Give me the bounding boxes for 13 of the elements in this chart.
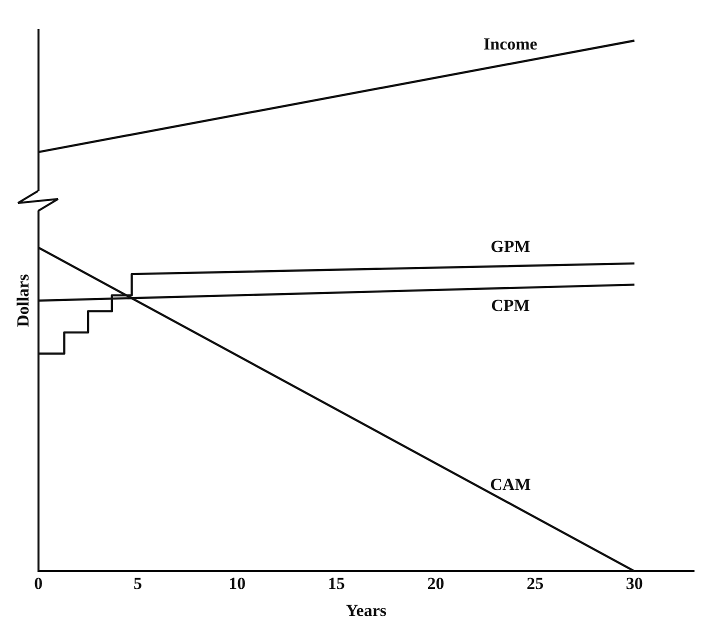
- y-axis-title: Dollars: [14, 274, 33, 328]
- series-label: Income: [484, 34, 538, 54]
- x-tick-label: 15: [328, 574, 345, 593]
- x-tick-label: 0: [34, 574, 43, 593]
- x-tick-label: 10: [228, 574, 246, 593]
- series-label: CAM: [490, 474, 531, 494]
- x-tick-label: 25: [526, 574, 544, 593]
- series-label: CPM: [491, 296, 530, 315]
- x-tick-label: 30: [626, 574, 643, 593]
- x-tick-label: 5: [133, 574, 142, 593]
- x-tick-label: 20: [427, 574, 444, 593]
- series-label: GPM: [490, 236, 530, 256]
- x-axis-title: Years: [346, 601, 387, 620]
